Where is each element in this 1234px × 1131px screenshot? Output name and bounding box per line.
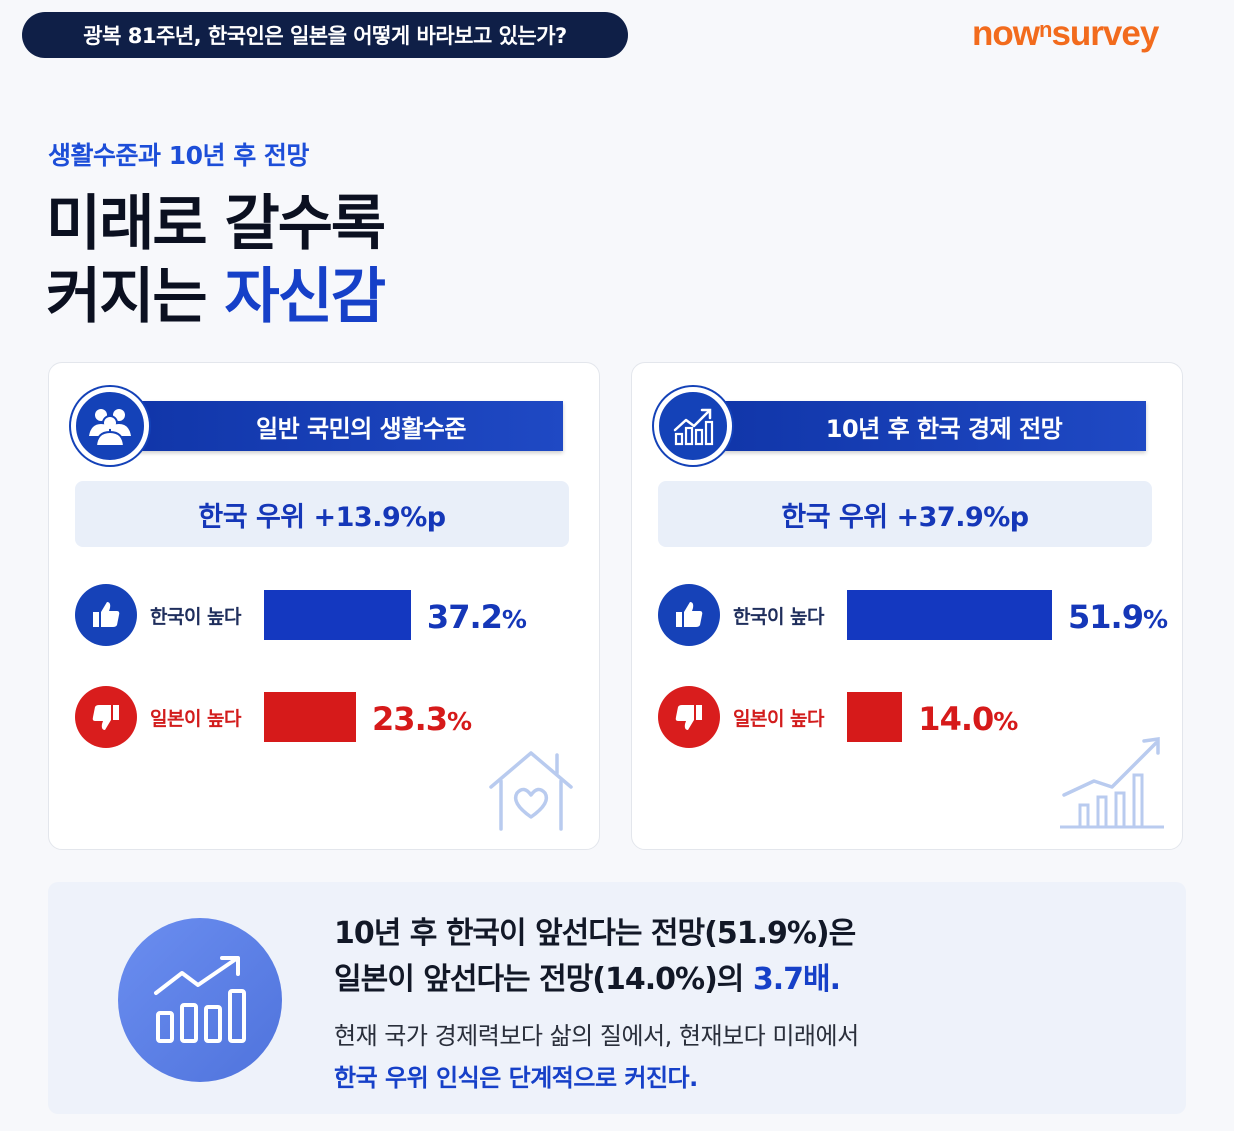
topic-text: 광복 81주년, 한국인은 일본을 어떻게 바라보고 있는가? <box>83 24 567 48</box>
house-heart-icon <box>489 751 573 831</box>
card-header: 10년 후 한국 경제 전망 <box>654 387 1148 465</box>
bar-korea <box>847 590 1052 640</box>
bar-japan <box>264 692 357 742</box>
value-label: 14.0% <box>918 700 1018 738</box>
category-label: 한국이 높다 <box>733 606 825 628</box>
card-header: 일반 국민의 생활수준 <box>71 387 565 465</box>
thumbs-down-icon <box>658 686 720 748</box>
category-label: 일본이 높다 <box>150 708 242 730</box>
thumbs-up-icon <box>75 584 137 646</box>
bar-row-japan: 일본이 높다 23.3% <box>75 686 585 748</box>
bar-row-korea: 한국이 높다 51.9% <box>658 584 1168 646</box>
bar-korea <box>264 590 411 640</box>
bar-row-japan: 일본이 높다 14.0% <box>658 686 1168 748</box>
value-label: 37.2% <box>426 598 527 636</box>
headline-line-2: 커지는 자신감 <box>46 262 387 332</box>
page-title: 미래로 갈수록 커지는 자신감 <box>46 188 387 334</box>
value-label: 23.3% <box>372 700 472 738</box>
bar-japan <box>847 692 903 742</box>
category-label: 일본이 높다 <box>733 708 825 730</box>
headline-line-1: 미래로 갈수록 <box>46 189 386 259</box>
gap-badge: 한국 우위 +13.9%p <box>75 481 569 547</box>
people-group-icon <box>71 387 149 465</box>
card-title: 일반 국민의 생활수준 <box>119 401 563 451</box>
headline-accent: 자신감 <box>224 262 387 332</box>
ratio-highlight: 3.7배. <box>752 962 841 997</box>
summary-headline-1: 10년 후 한국이 앞선다는 전망(51.9%)은 <box>334 916 856 951</box>
value-label: 51.9% <box>1068 598 1168 636</box>
card-title: 10년 후 한국 경제 전망 <box>702 401 1146 451</box>
section-subtitle: 생활수준과 10년 후 전망 <box>48 141 309 170</box>
thumbs-up-icon <box>658 584 720 646</box>
growth-chart-icon <box>118 918 282 1082</box>
summary-headline-2: 일본이 앞선다는 전망(14.0%)의 3.7배. <box>334 962 841 997</box>
nownsurvey-logo: nownsurvey <box>972 14 1159 53</box>
summary-conclusion: 한국 우위 인식은 단계적으로 커진다. <box>334 1064 698 1092</box>
gap-badge: 한국 우위 +37.9%p <box>658 481 1152 547</box>
thumbs-down-icon <box>75 686 137 748</box>
topic-banner: 광복 81주년, 한국인은 일본을 어떻게 바라보고 있는가? <box>22 12 628 58</box>
category-label: 한국이 높다 <box>150 606 242 628</box>
living-standard-card: 일반 국민의 생활수준 한국 우위 +13.9%p 한국이 높다 37.2% 일… <box>48 362 600 850</box>
bar-row-korea: 한국이 높다 37.2% <box>75 584 585 646</box>
economy-outlook-card: 10년 후 한국 경제 전망 한국 우위 +37.9%p 한국이 높다 51.9… <box>631 362 1183 850</box>
summary-body: 현재 국가 경제력보다 삶의 질에서, 현재보다 미래에서 <box>334 1022 859 1050</box>
summary-box: 10년 후 한국이 앞선다는 전망(51.9%)은 일본이 앞선다는 전망(14… <box>48 882 1186 1114</box>
growth-chart-icon <box>654 387 732 465</box>
rising-bars-icon <box>1060 736 1164 829</box>
